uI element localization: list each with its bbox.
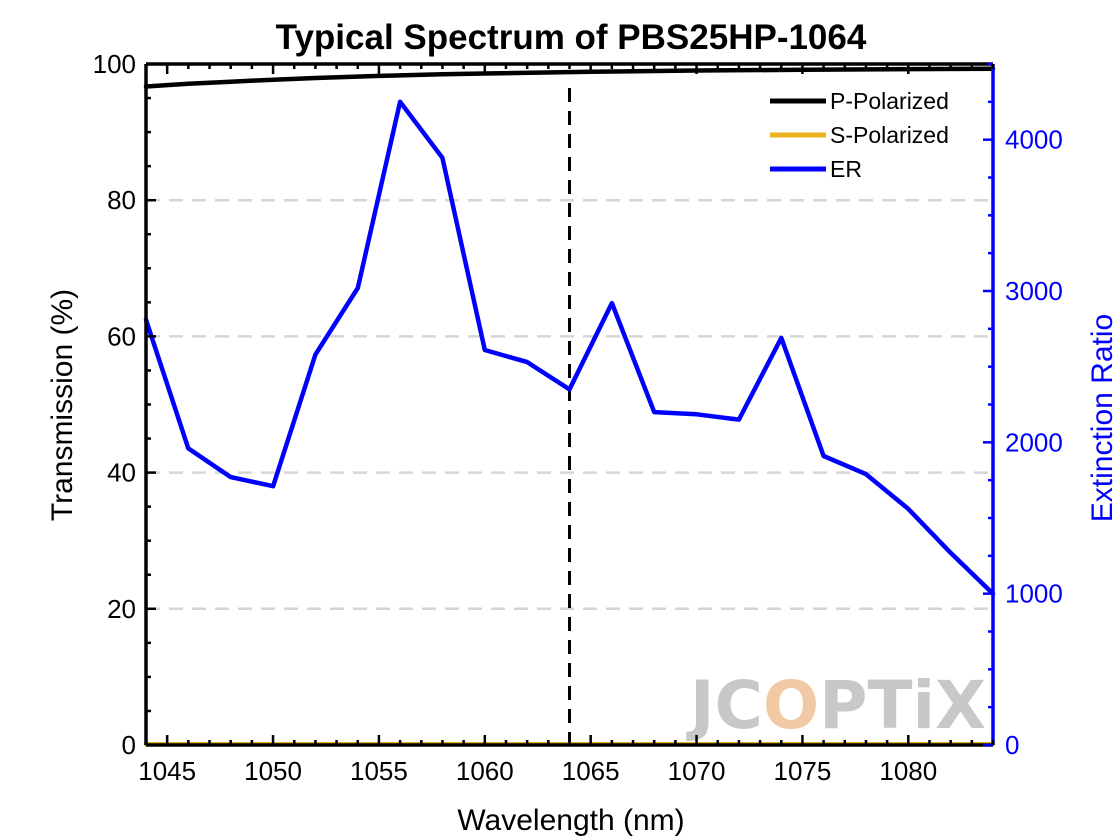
y-left-tick-label-100: 100	[93, 49, 136, 79]
y-right-tick-label-1000: 1000	[1005, 579, 1063, 609]
series-group	[143, 66, 996, 747]
x-tick-label-1060: 1060	[456, 756, 514, 786]
legend-label-er: ER	[830, 156, 862, 182]
svg-text:JCOPTiX: JCOPTiX	[686, 667, 986, 744]
y-left-tick-label-80: 80	[107, 185, 136, 215]
gridlines	[146, 198, 993, 611]
y-left-tick-label-0: 0	[122, 730, 136, 760]
x-tick-label-1065: 1065	[562, 756, 620, 786]
chart-title: Typical Spectrum of PBS25HP-1064	[276, 18, 867, 57]
x-tick-label-1075: 1075	[774, 756, 832, 786]
x-tick-label-1055: 1055	[350, 756, 408, 786]
watermark-part-right: PTiX	[819, 667, 986, 744]
x-tick-label-1080: 1080	[879, 756, 937, 786]
y-axis-label-right: Extinction Ratio	[1086, 314, 1119, 522]
tick-labels: 1045 1050 1055 1060 1065 1070 1075 1080 0 20 40 60 8…	[93, 49, 1063, 786]
legend-label-s-polarized: S-Polarized	[830, 122, 949, 148]
y-left-tick-label-60: 60	[107, 321, 136, 351]
watermark-part-mid: O	[763, 667, 819, 744]
y-right-tick-label-0: 0	[1005, 730, 1019, 760]
y-left-tick-label-20: 20	[107, 594, 136, 624]
watermark-logo: JCOPTiX	[686, 667, 986, 744]
y-left-tick-label-40: 40	[107, 458, 136, 488]
x-axis-label: Wavelength (nm)	[457, 804, 684, 837]
y-right-tick-label-4000: 4000	[1005, 125, 1063, 155]
y-right-tick-label-3000: 3000	[1005, 276, 1063, 306]
x-tick-label-1070: 1070	[668, 756, 726, 786]
legend: P-Polarized S-Polarized ER	[770, 88, 949, 182]
y-axis-label-left: Transmission (%)	[46, 289, 79, 521]
watermark-part-left: JC	[686, 667, 763, 744]
x-tick-label-1045: 1045	[138, 756, 196, 786]
legend-label-p-polarized: P-Polarized	[830, 88, 949, 114]
series-line-er	[143, 99, 996, 596]
x-tick-label-1050: 1050	[244, 756, 302, 786]
axes-group	[144, 62, 995, 747]
y-right-tick-label-2000: 2000	[1005, 427, 1063, 457]
